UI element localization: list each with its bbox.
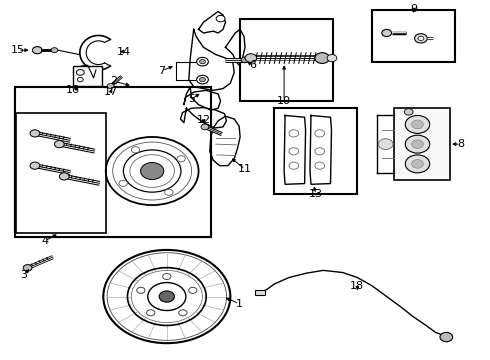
Circle shape [405, 116, 430, 134]
Text: 18: 18 [350, 281, 365, 291]
Bar [372, 10, 455, 62]
Circle shape [141, 162, 164, 180]
Circle shape [30, 162, 40, 169]
Text: 15: 15 [11, 45, 25, 55]
Circle shape [315, 53, 330, 63]
Circle shape [418, 36, 424, 41]
Circle shape [199, 77, 205, 82]
Circle shape [51, 48, 58, 53]
Text: 10: 10 [277, 96, 291, 106]
Circle shape [54, 140, 64, 148]
Bar [15, 87, 211, 237]
Text: 16: 16 [66, 85, 80, 95]
Circle shape [245, 54, 257, 62]
Circle shape [107, 84, 114, 89]
Circle shape [137, 287, 145, 293]
Text: 9: 9 [410, 4, 417, 14]
Bar [15, 87, 211, 237]
Circle shape [378, 139, 393, 149]
Circle shape [196, 75, 208, 84]
Circle shape [415, 34, 427, 43]
Circle shape [327, 54, 337, 62]
Circle shape [179, 310, 187, 316]
Circle shape [32, 46, 42, 54]
Text: 8: 8 [457, 139, 465, 149]
Circle shape [59, 173, 69, 180]
Text: 17: 17 [103, 87, 118, 97]
Circle shape [23, 265, 32, 271]
Circle shape [177, 156, 185, 162]
Bar [394, 108, 450, 180]
Circle shape [147, 310, 155, 316]
Text: 2: 2 [110, 76, 118, 86]
Circle shape [440, 332, 453, 342]
Circle shape [404, 109, 413, 115]
Circle shape [119, 180, 127, 186]
Circle shape [382, 30, 392, 37]
Circle shape [199, 59, 205, 64]
Text: 1: 1 [236, 299, 243, 309]
Circle shape [189, 287, 197, 293]
Circle shape [412, 120, 423, 129]
Bar [274, 108, 357, 194]
Text: 11: 11 [238, 164, 252, 174]
Text: 4: 4 [41, 236, 48, 246]
Circle shape [163, 274, 171, 279]
Circle shape [131, 147, 140, 153]
Circle shape [241, 57, 249, 63]
Circle shape [405, 155, 430, 173]
Circle shape [412, 159, 423, 168]
Circle shape [405, 135, 430, 153]
Circle shape [159, 291, 174, 302]
Text: 14: 14 [117, 46, 131, 57]
Circle shape [201, 124, 209, 130]
Circle shape [216, 15, 225, 22]
Circle shape [165, 189, 173, 195]
Text: 12: 12 [196, 115, 211, 125]
Text: 13: 13 [309, 189, 323, 199]
Bar [240, 19, 333, 101]
Bar [255, 290, 265, 296]
Bar [16, 113, 106, 233]
Text: 7: 7 [158, 66, 166, 76]
Text: 3: 3 [21, 270, 27, 280]
Circle shape [196, 57, 208, 66]
Text: 6: 6 [249, 60, 256, 70]
Bar [73, 66, 102, 86]
Text: 5: 5 [188, 94, 195, 104]
Circle shape [412, 140, 423, 148]
Circle shape [30, 130, 40, 137]
